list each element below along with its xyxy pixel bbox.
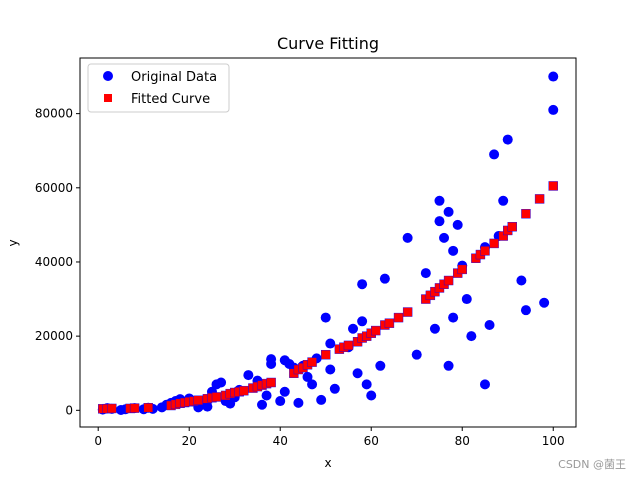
data-point-fitted xyxy=(321,349,331,360)
data-point-original xyxy=(484,320,495,331)
data-point-original xyxy=(325,338,336,349)
x-axis-label: x xyxy=(324,456,331,470)
data-point-fitted xyxy=(457,264,467,275)
legend-box xyxy=(87,63,230,113)
data-point-original xyxy=(366,390,377,401)
data-point-fitted xyxy=(211,392,222,402)
data-point-original xyxy=(443,206,454,217)
data-point-original xyxy=(293,397,304,408)
x-tick-label: 80 xyxy=(455,434,470,448)
data-point-original xyxy=(411,349,422,360)
data-point-fitted xyxy=(143,403,153,413)
data-point-original xyxy=(548,104,559,115)
data-point-fitted xyxy=(480,246,490,256)
data-point-fitted xyxy=(384,318,395,328)
data-point-fitted xyxy=(307,357,317,367)
data-point-original xyxy=(352,368,363,379)
data-point-original xyxy=(202,401,213,412)
plot-area xyxy=(79,57,577,428)
data-point-original xyxy=(466,331,477,342)
data-point-original xyxy=(325,364,336,375)
series-fitted-curve xyxy=(98,181,558,414)
data-point-original xyxy=(434,216,445,227)
legend-marker-original-data xyxy=(103,71,113,81)
x-tick-label: 40 xyxy=(273,434,288,448)
data-point-original xyxy=(316,394,327,405)
y-tick-label: 20000 xyxy=(35,329,73,343)
data-point-original xyxy=(439,232,450,243)
data-point-original xyxy=(243,370,254,381)
chart-title: Curve Fitting xyxy=(277,34,379,53)
data-point-original xyxy=(266,354,277,365)
data-point-original xyxy=(452,219,463,230)
data-point-original xyxy=(448,245,459,256)
data-point-original xyxy=(539,297,550,308)
data-point-original xyxy=(548,71,559,82)
legend-marker-fitted-curve xyxy=(104,94,112,102)
data-point-original xyxy=(420,268,431,279)
watermark: CSDN @菌王 xyxy=(558,458,626,471)
x-tick-label: 20 xyxy=(182,434,197,448)
data-point-fitted xyxy=(107,403,117,414)
legend-label-original-data: Original Data xyxy=(131,70,217,85)
data-point-original xyxy=(498,195,509,206)
y-tick-label: 40000 xyxy=(35,255,73,269)
data-point-fitted xyxy=(129,403,140,413)
data-point-original xyxy=(348,323,359,334)
data-point-original xyxy=(461,294,472,305)
data-point-original xyxy=(275,396,286,407)
data-point-original xyxy=(320,312,331,323)
data-point-fitted xyxy=(548,181,558,191)
data-point-fitted xyxy=(393,312,404,323)
data-point-original xyxy=(307,379,318,390)
data-point-original xyxy=(302,371,313,382)
legend: Original Data Fitted Curve xyxy=(87,63,230,113)
y-tick-label: 0 xyxy=(65,403,73,417)
data-point-fitted xyxy=(402,307,413,317)
data-point-fitted xyxy=(534,194,545,204)
y-tick-label: 80000 xyxy=(35,107,73,121)
x-tick-label: 100 xyxy=(542,434,565,448)
data-point-fitted xyxy=(521,209,531,219)
data-point-original xyxy=(329,383,340,394)
data-point-fitted xyxy=(507,222,517,232)
data-point-original xyxy=(489,149,500,160)
data-point-fitted xyxy=(343,340,354,351)
data-point-original xyxy=(357,316,368,327)
data-point-original xyxy=(357,279,368,290)
x-tick-label: 0 xyxy=(94,434,102,448)
data-point-original xyxy=(443,360,454,371)
data-point-original xyxy=(361,379,372,390)
data-point-fitted xyxy=(266,377,276,388)
x-axis: 0 20 40 60 80 100 xyxy=(94,427,565,448)
y-tick-label: 60000 xyxy=(35,181,73,195)
data-point-fitted xyxy=(239,385,249,396)
data-point-original xyxy=(502,134,513,145)
data-point-original xyxy=(375,360,386,371)
data-point-fitted xyxy=(443,275,454,286)
data-point-fitted xyxy=(371,325,381,336)
data-point-original xyxy=(516,275,527,286)
data-point-original xyxy=(402,232,413,243)
x-tick-label: 60 xyxy=(364,434,379,448)
data-point-original xyxy=(520,305,531,316)
data-point-original xyxy=(479,379,490,390)
data-point-original xyxy=(261,390,272,401)
data-point-original xyxy=(257,399,268,410)
data-point-fitted xyxy=(193,395,204,405)
data-point-original xyxy=(216,377,227,388)
data-point-original xyxy=(434,195,445,206)
y-axis: 0 20000 40000 60000 80000 xyxy=(35,107,80,417)
legend-label-fitted-curve: Fitted Curve xyxy=(131,92,210,107)
data-point-original xyxy=(279,386,290,397)
series-original-data xyxy=(97,71,559,415)
y-axis-label: y xyxy=(6,239,20,246)
data-point-original xyxy=(429,323,440,334)
data-point-original xyxy=(448,312,459,323)
data-point-fitted xyxy=(489,238,499,249)
data-point-original xyxy=(379,273,390,284)
